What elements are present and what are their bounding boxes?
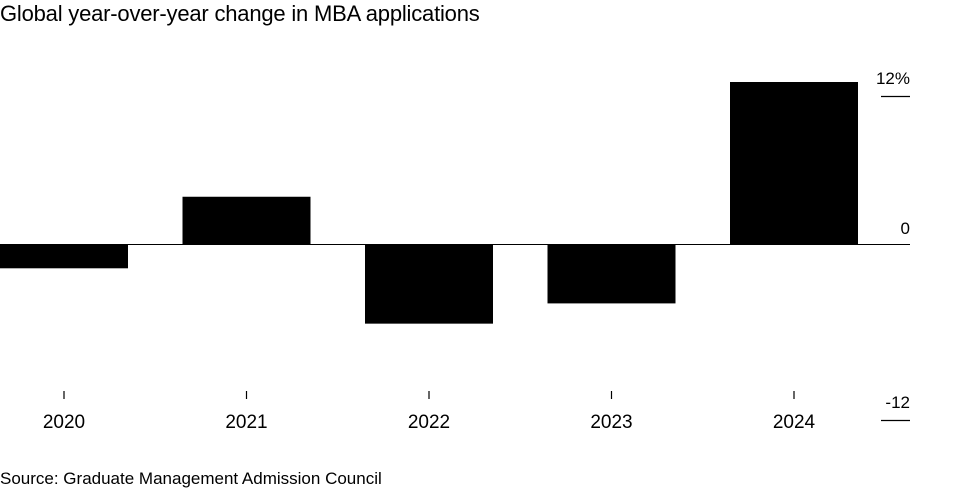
chart-source: Source: Graduate Management Admission Co… xyxy=(0,469,382,488)
x-tick-label: 2024 xyxy=(773,412,816,433)
bars-group xyxy=(0,82,858,324)
x-tick-label: 2023 xyxy=(590,412,632,433)
bar-2021 xyxy=(182,196,311,244)
x-tick-label: 2021 xyxy=(225,412,267,433)
x-tick-label: 2022 xyxy=(408,412,450,433)
bar-2022 xyxy=(365,244,493,324)
bar-2020 xyxy=(0,244,128,269)
y-tick-label: -12 xyxy=(885,393,910,412)
bar-2024 xyxy=(730,82,858,244)
y-tick-label: 0 xyxy=(901,219,910,238)
bar-2023 xyxy=(547,244,676,304)
y-axis-ticks: 12% 0 -12 xyxy=(876,69,910,422)
y-tick-label: 12% xyxy=(876,69,910,88)
x-axis-ticks: 2020 2021 2022 2023 2024 xyxy=(43,391,816,433)
x-tick-label: 2020 xyxy=(43,412,85,433)
chart-title: Global year-over-year change in MBA appl… xyxy=(0,1,480,26)
